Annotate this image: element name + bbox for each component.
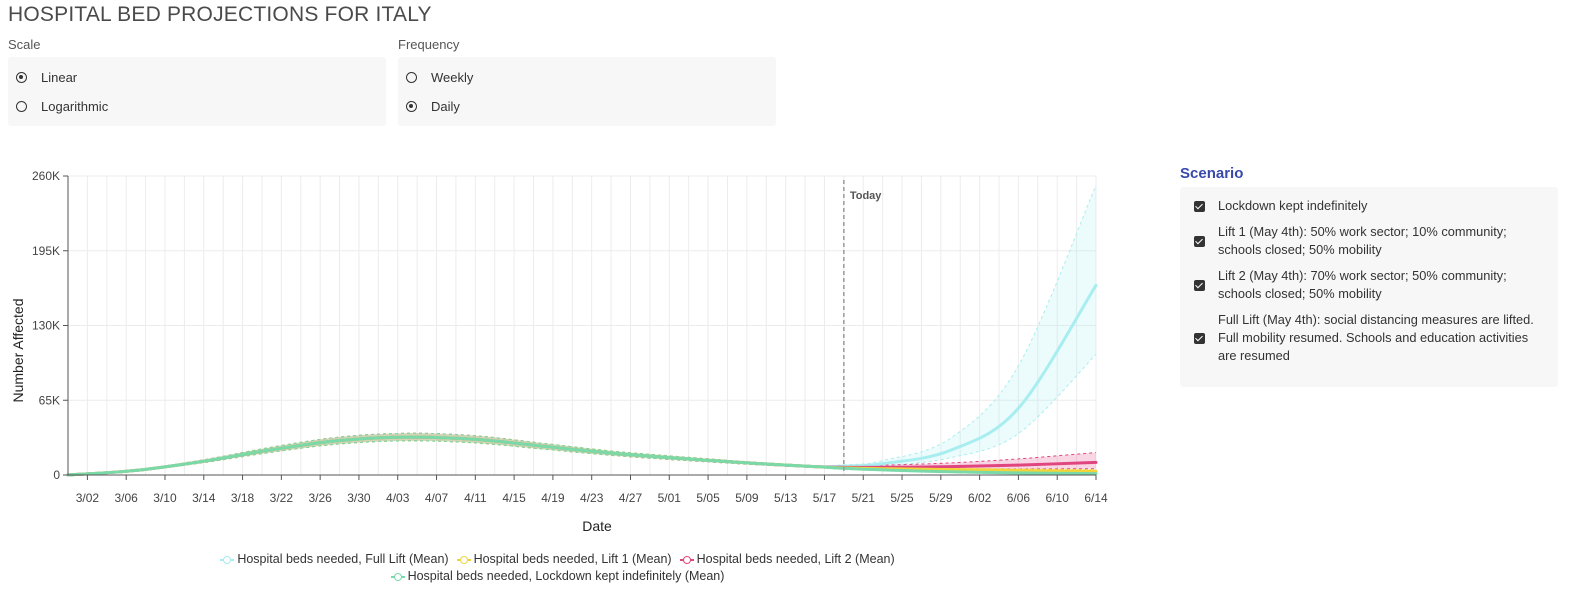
x-tick-label: 5/21 — [852, 491, 876, 505]
x-tick-label: 4/07 — [425, 491, 449, 505]
checkbox-checked-icon — [1194, 332, 1205, 344]
x-tick-label: 6/02 — [968, 491, 992, 505]
scenario-option-full-lift[interactable]: Full Lift (May 4th): social distancing m… — [1194, 311, 1546, 365]
frequency-option-daily[interactable]: Daily — [406, 92, 776, 121]
frequency-radio-group: Weekly Daily — [398, 57, 776, 126]
scale-label: Scale — [8, 37, 41, 52]
x-tick-label: 3/02 — [76, 491, 100, 505]
x-tick-label: 3/14 — [192, 491, 216, 505]
hospital-beds-chart: 0 65K 130K 195K 260K 3/02 3/06 3/10 3/14 3/18 3/22… — [10, 169, 1108, 534]
x-tick-label: 3/22 — [270, 491, 294, 505]
x-tick-label: 5/25 — [890, 491, 914, 505]
scenario-option-lockdown[interactable]: Lockdown kept indefinitely — [1194, 197, 1546, 215]
radio-label: Linear — [41, 70, 78, 85]
chart-legend: Hospital beds needed, Full Lift (Mean) H… — [180, 551, 935, 585]
frequency-option-weekly[interactable]: Weekly — [406, 63, 776, 92]
upper-bound-lockdown — [67, 432, 1097, 476]
radio-label: Daily — [431, 99, 460, 114]
series-line-lockdown — [66, 435, 1098, 477]
legend-marker-icon — [390, 572, 405, 582]
x-tick-label: 4/27 — [619, 491, 643, 505]
checkbox-checked-icon — [1194, 235, 1205, 247]
legend-marker-icon — [456, 555, 471, 565]
upper-bound-full-lift — [67, 185, 1097, 476]
legend-marker-icon — [679, 555, 694, 565]
y-tick-label: 260K — [32, 169, 60, 183]
radio-selected-icon — [16, 72, 27, 83]
x-tick-label: 6/14 — [1084, 491, 1108, 505]
x-tick-label: 4/23 — [580, 491, 604, 505]
x-axis-title: Date — [582, 518, 612, 534]
scenario-title: Scenario — [1180, 165, 1244, 182]
scenario-label: Lift 2 (May 4th): 70% work sector; 50% c… — [1218, 268, 1507, 301]
x-tick-label: 5/29 — [929, 491, 953, 505]
y-axis-title: Number Affected — [10, 298, 26, 402]
x-tick-label: 6/10 — [1046, 491, 1070, 505]
scenario-label: Lockdown kept indefinitely — [1218, 198, 1368, 213]
x-tick-label: 4/15 — [502, 491, 526, 505]
y-tick-label: 195K — [32, 244, 60, 258]
x-tick-label: 5/17 — [813, 491, 837, 505]
legend-label: Hospital beds needed, Full Lift (Mean) — [237, 552, 449, 566]
page-title: HOSPITAL BED PROJECTIONS FOR ITALY — [8, 3, 432, 26]
scenario-label: Lift 1 (May 4th): 50% work sector; 10% c… — [1218, 224, 1507, 257]
today-label: Today — [850, 190, 882, 202]
legend-item-lockdown[interactable]: Hospital beds needed, Lockdown kept inde… — [390, 568, 725, 585]
scale-control: Scale Linear Logarithmic — [8, 36, 386, 126]
scale-option-linear[interactable]: Linear — [16, 63, 386, 92]
x-tick-label: 3/30 — [347, 491, 371, 505]
x-tick-label: 3/06 — [115, 491, 139, 505]
x-tick-label: 4/03 — [386, 491, 410, 505]
scale-option-logarithmic[interactable]: Logarithmic — [16, 92, 386, 121]
radio-unselected-icon — [406, 72, 417, 83]
scale-radio-group: Linear Logarithmic — [8, 57, 386, 126]
confidence-band-lift-1 — [68, 433, 1096, 475]
confidence-band-full-lift — [68, 185, 1096, 475]
confidence-band-lockdown — [68, 433, 1096, 475]
y-tick-label: 0 — [53, 468, 60, 482]
checkbox-checked-icon — [1194, 200, 1205, 212]
radio-label: Logarithmic — [41, 99, 109, 114]
legend-label: Hospital beds needed, Lift 1 (Mean) — [473, 552, 672, 566]
radio-selected-icon — [406, 101, 417, 112]
frequency-label: Frequency — [398, 37, 460, 52]
legend-label: Hospital beds needed, Lift 2 (Mean) — [696, 552, 895, 566]
x-tick-label: 5/09 — [735, 491, 759, 505]
radio-unselected-icon — [16, 101, 27, 112]
x-tick-label: 3/26 — [308, 491, 332, 505]
scenario-checkbox-group: Lockdown kept indefinitely Lift 1 (May 4… — [1180, 187, 1558, 387]
legend-item-lift-1[interactable]: Hospital beds needed, Lift 1 (Mean) — [456, 551, 672, 568]
x-tick-label: 5/05 — [696, 491, 720, 505]
scenario-option-lift-2[interactable]: Lift 2 (May 4th): 70% work sector; 50% c… — [1194, 267, 1546, 303]
legend-label: Hospital beds needed, Lockdown kept inde… — [407, 569, 725, 583]
frequency-control: Frequency Weekly Daily — [398, 36, 776, 126]
y-tick-label: 130K — [32, 319, 60, 333]
x-tick-label: 5/01 — [658, 491, 682, 505]
lower-bound-lockdown — [67, 440, 1097, 476]
legend-item-full-lift[interactable]: Hospital beds needed, Full Lift (Mean) — [220, 551, 449, 568]
radio-label: Weekly — [431, 70, 474, 85]
checkbox-checked-icon — [1194, 279, 1205, 291]
x-tick-label: 5/13 — [774, 491, 798, 505]
legend-marker-icon — [220, 555, 235, 565]
scenario-label: Full Lift (May 4th): social distancing m… — [1218, 312, 1534, 363]
y-tick-label: 65K — [39, 393, 60, 407]
legend-item-lift-2[interactable]: Hospital beds needed, Lift 2 (Mean) — [679, 551, 895, 568]
x-tick-label: 3/10 — [153, 491, 177, 505]
x-tick-label: 3/18 — [231, 491, 255, 505]
scenario-option-lift-1[interactable]: Lift 1 (May 4th): 50% work sector; 10% c… — [1194, 223, 1546, 259]
x-tick-label: 4/19 — [541, 491, 565, 505]
x-tick-label: 6/06 — [1007, 491, 1031, 505]
confidence-band-lift-2 — [68, 433, 1096, 475]
x-tick-label: 4/11 — [464, 491, 487, 505]
